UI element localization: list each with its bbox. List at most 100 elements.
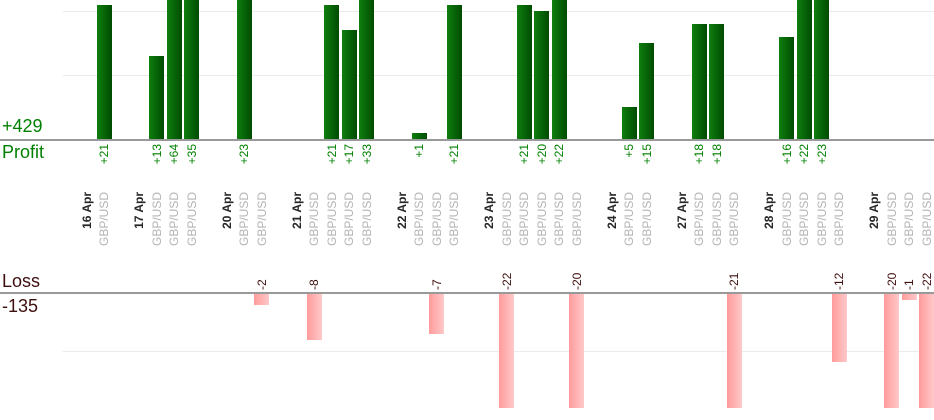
symbol-label: GBP/USD (779, 192, 794, 247)
profit-value-label: +22 (797, 144, 812, 165)
profit-value-label: +16 (779, 144, 794, 165)
symbol-label: GBP/USD (534, 192, 549, 247)
profit-bar (516, 4, 532, 139)
profit-bar (411, 132, 427, 139)
profit-value-label: +17 (342, 144, 357, 165)
profit-value-label: +18 (692, 144, 707, 165)
loss-value-label: -8 (307, 279, 322, 290)
symbol-label: GBP/USD (552, 192, 567, 247)
profit-value-label: +23 (237, 144, 252, 165)
profit-value-label: +21 (97, 144, 112, 165)
symbol-label: GBP/USD (97, 192, 112, 247)
date-label: 27 Apr (674, 192, 689, 229)
date-label: 17 Apr (132, 192, 147, 229)
profit-value-label: +5 (622, 144, 637, 158)
symbol-label: GBP/USD (412, 192, 427, 247)
profit-value-label: +13 (149, 144, 164, 165)
profit-bar (534, 11, 550, 139)
loss-value-label: -1 (902, 279, 917, 290)
profit-axis-line (0, 139, 934, 141)
symbol-label: GBP/USD (359, 192, 374, 247)
profit-value-label: +33 (359, 144, 374, 165)
loss-value-label: -21 (727, 272, 742, 290)
profit-bar (796, 0, 812, 139)
loss-bar (569, 294, 585, 408)
profit-bar (814, 0, 830, 139)
profit-bar (166, 0, 182, 139)
loss-gridline (63, 351, 934, 352)
loss-axis-line (0, 292, 934, 294)
date-label: 29 Apr (867, 192, 882, 229)
date-label: 22 Apr (394, 192, 409, 229)
profit-bar (551, 0, 567, 139)
date-label: 28 Apr (762, 192, 777, 229)
profit-value-label: +21 (324, 144, 339, 165)
profit-gridline (63, 75, 934, 76)
loss-value-label: -22 (919, 272, 934, 290)
profit-bar (709, 23, 725, 139)
profit-value-label: +64 (167, 144, 182, 165)
profit-axis-label: Profit (2, 142, 45, 162)
symbol-label: GBP/USD (517, 192, 532, 247)
date-label: 21 Apr (289, 192, 304, 229)
symbol-label: GBP/USD (639, 192, 654, 247)
loss-bar (919, 294, 934, 408)
loss-bar (831, 294, 847, 363)
loss-axis-label: Loss (2, 271, 41, 291)
profit-value-label: +21 (517, 144, 532, 165)
profit-value-label: +15 (639, 144, 654, 165)
symbol-label: GBP/USD (324, 192, 339, 247)
loss-total-label: -135 (2, 296, 39, 316)
profit-value-label: +18 (709, 144, 724, 165)
loss-value-label: -7 (429, 279, 444, 290)
date-label: 16 Apr (79, 192, 94, 229)
symbol-label: GBP/USD (342, 192, 357, 247)
loss-bar (306, 294, 322, 340)
symbol-label: GBP/USD (814, 192, 829, 247)
profit-value-label: +1 (412, 144, 427, 158)
profit-bar (184, 0, 200, 139)
profit-plot-area (0, 0, 934, 139)
loss-value-label: -20 (569, 272, 584, 290)
profit-value-label: +20 (534, 144, 549, 165)
symbol-label: GBP/USD (447, 192, 462, 247)
symbol-label: GBP/USD (167, 192, 182, 247)
loss-plot-area (0, 294, 934, 408)
loss-value-label: -12 (832, 272, 847, 290)
profit-total-label: +429 (2, 116, 43, 136)
loss-bar (884, 294, 900, 408)
loss-bar (901, 294, 917, 300)
profit-value-label: +22 (552, 144, 567, 165)
loss-bar (499, 294, 515, 408)
profit-value-label: +21 (447, 144, 462, 165)
date-label: 24 Apr (604, 192, 619, 229)
profit-bar (236, 0, 252, 139)
profit-bar (96, 4, 112, 139)
symbol-label: GBP/USD (622, 192, 637, 247)
symbol-label: GBP/USD (184, 192, 199, 247)
symbol-label: GBP/USD (237, 192, 252, 247)
loss-bar (726, 294, 742, 408)
profit-value-label: +23 (814, 144, 829, 165)
loss-value-label: -20 (884, 272, 899, 290)
profit-bar (341, 30, 357, 139)
symbol-label: GBP/USD (797, 192, 812, 247)
profit-bar (149, 55, 165, 139)
profit-bar (639, 43, 655, 139)
profit-bar (324, 4, 340, 139)
loss-value-label: -2 (254, 279, 269, 290)
profit-bar (359, 0, 375, 139)
profit-bar (691, 23, 707, 139)
symbol-label: GBP/USD (692, 192, 707, 247)
date-label: 23 Apr (482, 192, 497, 229)
symbol-label: GBP/USD (149, 192, 164, 247)
symbol-label: GBP/USD (709, 192, 724, 247)
profit-bar (446, 4, 462, 139)
loss-bar (254, 294, 270, 306)
profit-bar (621, 107, 637, 139)
loss-bar (429, 294, 445, 334)
profit-bar (779, 36, 795, 139)
loss-value-label: -22 (499, 272, 514, 290)
profit-gridline (63, 11, 934, 12)
